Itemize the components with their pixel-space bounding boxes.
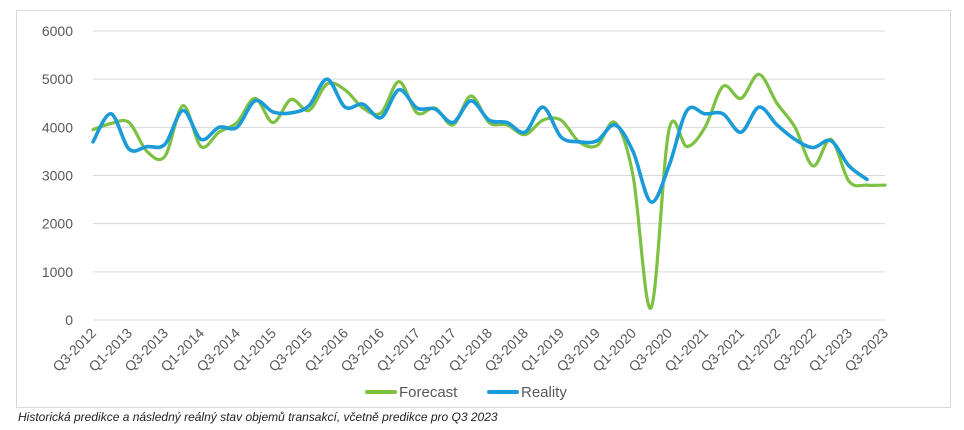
y-tick-label: 0 xyxy=(65,312,73,328)
x-axis-ticks: Q3-2012Q1-2013Q3-2013Q1-2014Q3-2014Q1-20… xyxy=(49,325,891,375)
y-tick-label: 6000 xyxy=(42,23,73,39)
gridlines xyxy=(93,30,885,321)
line-chart: 0 1000 2000 3000 4000 5000 6000 Q3-2012Q1-2013… xyxy=(42,23,891,401)
legend: Forecast Reality xyxy=(365,384,567,401)
y-tick-label: 2000 xyxy=(42,216,73,232)
chart-frame: 0 1000 2000 3000 4000 5000 6000 Q3-2012 Q1-2013… xyxy=(16,10,951,408)
chart-caption: Historická predikce a následný reálný st… xyxy=(18,410,498,424)
series-line-reality xyxy=(91,77,869,204)
series-lines xyxy=(91,72,887,310)
legend-label-forecast: Forecast xyxy=(399,384,458,401)
legend-label-reality: Reality xyxy=(521,384,567,401)
y-tick-label: 4000 xyxy=(42,119,73,135)
y-axis-ticks: 0 1000 2000 3000 4000 5000 6000 xyxy=(42,23,73,328)
y-tick-label: 1000 xyxy=(42,264,73,280)
y-tick-label: 3000 xyxy=(42,168,73,184)
y-tick-label: 5000 xyxy=(42,71,73,87)
